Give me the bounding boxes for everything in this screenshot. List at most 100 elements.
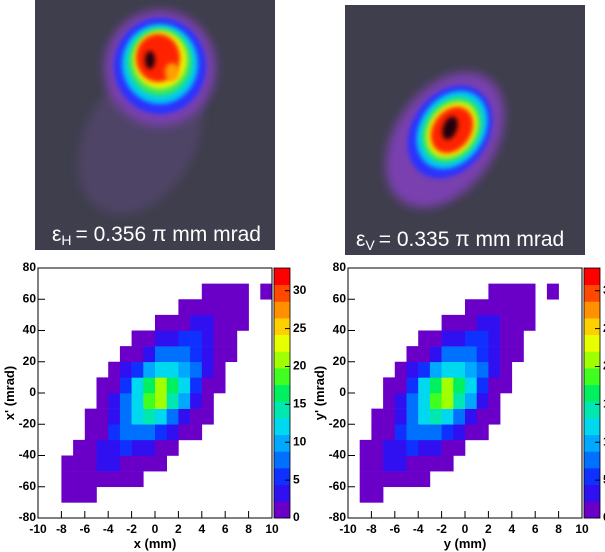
y-tick-label: -40 bbox=[329, 448, 347, 462]
heatmap-cell bbox=[418, 408, 431, 425]
colorbar-frame bbox=[583, 267, 601, 519]
heatmap-cell bbox=[190, 330, 203, 347]
heatmap-cell bbox=[143, 377, 156, 394]
emittance-value: = 0.335 π mm mrad bbox=[379, 228, 564, 251]
heatmap-cell bbox=[418, 377, 431, 394]
colorbar-band bbox=[274, 268, 290, 286]
heatmap-cell bbox=[155, 408, 167, 425]
heatmap-cell bbox=[406, 408, 419, 425]
y-tick-label: 60 bbox=[333, 291, 347, 305]
heatmap-cell bbox=[108, 471, 121, 488]
heatmap-cell bbox=[119, 408, 132, 425]
x-tick-label: -2 bbox=[436, 522, 447, 536]
heatmap-cell bbox=[465, 361, 477, 378]
heatmap-cell bbox=[201, 408, 214, 425]
heatmap-cell bbox=[178, 393, 191, 409]
heatmap-cell bbox=[201, 393, 214, 409]
y-axis-label: x' (mrad) bbox=[2, 366, 17, 420]
heatmap-cell bbox=[225, 314, 238, 331]
colorbar-tick-label: 25 bbox=[293, 321, 307, 335]
heatmap-cell bbox=[131, 393, 144, 409]
heatmap-cell bbox=[96, 377, 109, 394]
heatmap-cell bbox=[213, 361, 226, 378]
x-axis-label: x (mm) bbox=[134, 536, 177, 551]
heatmap-cell bbox=[155, 361, 167, 378]
heatmap-cell bbox=[166, 361, 179, 378]
heatmap-cell bbox=[225, 330, 238, 347]
heatmap-cell bbox=[371, 424, 384, 441]
heatmap-cell bbox=[84, 486, 97, 503]
heatmap-cell bbox=[143, 439, 156, 456]
heatmap-cell bbox=[119, 455, 132, 472]
heatmap-cell bbox=[383, 408, 396, 425]
y-tick-label: -20 bbox=[329, 416, 347, 430]
heatmap-cell bbox=[441, 377, 454, 394]
heatmap-cell bbox=[511, 283, 524, 300]
heatmap-cell bbox=[166, 330, 179, 347]
heatmap-cell bbox=[429, 377, 442, 394]
heatmap-cell bbox=[143, 408, 156, 425]
heatmap-cell bbox=[371, 455, 384, 472]
x-tick-label: 6 bbox=[222, 522, 229, 536]
colorbar-band bbox=[274, 334, 290, 352]
heatmap-cell bbox=[213, 330, 226, 347]
colorbar-tick-label: 20 bbox=[603, 359, 605, 373]
heatmap-cell bbox=[488, 330, 501, 347]
heatmap-cell bbox=[143, 424, 156, 441]
colorbar-band bbox=[274, 368, 290, 386]
heatmap-cell bbox=[453, 393, 466, 409]
heatmap-cell bbox=[383, 377, 396, 394]
heatmap-cell bbox=[488, 377, 501, 394]
colorbar-tick-label: 30 bbox=[603, 283, 605, 297]
heatmap-cell bbox=[190, 393, 203, 409]
heatmap-cell bbox=[394, 439, 407, 456]
heatmap-cell bbox=[73, 455, 86, 472]
heatmap-cell bbox=[453, 361, 466, 378]
heatmap-cell bbox=[119, 471, 132, 488]
heatmap-cell bbox=[429, 393, 442, 409]
heatmap-cell bbox=[371, 439, 384, 456]
y-tick-label: -60 bbox=[19, 479, 37, 493]
heatmap-cell bbox=[488, 346, 501, 363]
heatmap-cell bbox=[418, 455, 431, 472]
heatmap-cell bbox=[131, 439, 144, 456]
heatmap-cell bbox=[394, 393, 407, 409]
heatmap-cell bbox=[84, 408, 97, 425]
heatmap-cell bbox=[108, 424, 121, 441]
heatmap-cell bbox=[418, 424, 431, 441]
y-tick-label: -80 bbox=[19, 510, 37, 524]
heatmap-cell bbox=[441, 361, 454, 378]
heatmap-cell bbox=[511, 330, 524, 347]
heatmap-cell bbox=[166, 346, 179, 363]
emittance-subscript: V bbox=[365, 237, 375, 253]
heatmap-cell bbox=[359, 455, 372, 472]
heatmap-cell bbox=[429, 424, 442, 441]
heatmap-cell bbox=[166, 424, 179, 441]
x-tick-label: -8 bbox=[366, 522, 377, 536]
heatmap-cell bbox=[201, 283, 214, 300]
heatmap-cell bbox=[96, 439, 109, 456]
heatmap-cell bbox=[61, 455, 74, 472]
colorbar-band bbox=[584, 268, 600, 286]
colorbar-band bbox=[274, 318, 290, 336]
heatmap-cell bbox=[476, 299, 489, 316]
colorbar-tick-label: 5 bbox=[293, 472, 300, 486]
heatmap-cell bbox=[201, 314, 214, 331]
x-tick-label: -10 bbox=[29, 522, 47, 536]
heatmap-cell bbox=[190, 346, 203, 363]
colorbar-tick-label: 0 bbox=[603, 510, 605, 524]
heatmap-plot: -10 -8 -6 -4 -2 0 2 4 6 8 10-80-60-40-20020406080x… bbox=[2, 260, 307, 551]
heatmap-cell bbox=[236, 283, 249, 300]
colorbar-band bbox=[274, 434, 290, 452]
heatmap-cell bbox=[476, 408, 489, 425]
heatmap-cell bbox=[383, 455, 396, 472]
heatmap-cell bbox=[476, 361, 489, 378]
y-tick-label: 0 bbox=[339, 385, 346, 399]
heatmap-cell bbox=[143, 455, 156, 472]
heatmap-cell bbox=[225, 283, 238, 300]
y-tick-label: -40 bbox=[19, 448, 37, 462]
heatmap-cell bbox=[359, 471, 372, 488]
heatmap-cell bbox=[488, 314, 501, 331]
heatmap-cell bbox=[131, 361, 144, 378]
heatmap-cell bbox=[178, 314, 191, 331]
